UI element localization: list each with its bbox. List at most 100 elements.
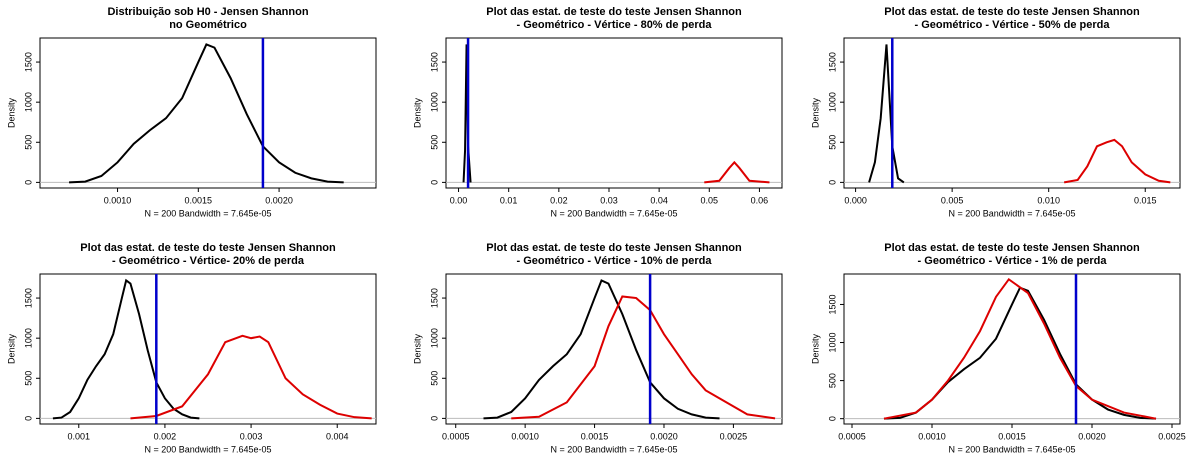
x-tick-label: 0.04 xyxy=(650,195,668,205)
y-tick-label: 0 xyxy=(23,180,33,185)
panel: Plot das estat. de teste do teste Jensen… xyxy=(810,242,1185,454)
y-tick-label: 1500 xyxy=(429,52,439,72)
y-tick-label: 0 xyxy=(429,180,439,185)
density-curve xyxy=(1063,138,1171,184)
chart-title: - Geométrico - Vértice - 1% de perda xyxy=(918,255,1108,267)
x-tick-label: 0.05 xyxy=(701,195,719,205)
plot-box xyxy=(445,273,783,425)
density-curve xyxy=(52,278,200,420)
y-tick-label: 0 xyxy=(827,180,837,185)
x-tick-label: 0.0020 xyxy=(265,195,293,205)
y-tick-label: 500 xyxy=(429,135,439,150)
chart-title: no Geométrico xyxy=(169,19,247,31)
y-tick-label: 500 xyxy=(23,371,33,386)
panel: Plot das estat. de teste do teste Jensen… xyxy=(412,242,783,454)
chart-title: Plot das estat. de teste do teste Jensen… xyxy=(486,6,742,18)
x-tick-label: 0.0015 xyxy=(185,195,213,205)
x-tick-label: 0.004 xyxy=(326,431,349,441)
x-tick-label: 0.0005 xyxy=(442,431,470,441)
y-tick-label: 0 xyxy=(827,416,837,421)
plot-box xyxy=(843,37,1181,189)
plot-box xyxy=(39,37,377,189)
x-tick-label: 0.03 xyxy=(600,195,618,205)
chart-title: Plot das estat. de teste do teste Jensen… xyxy=(884,242,1140,254)
y-tick-label: 1000 xyxy=(23,328,33,348)
density-curve xyxy=(483,279,720,420)
plot-box xyxy=(843,273,1181,425)
x-axis-label: N = 200 Bandwidth = 7.645e-05 xyxy=(144,444,271,454)
y-tick-label: 0 xyxy=(429,416,439,421)
chart-title: - Geométrico - Vértice - 80% de perda xyxy=(516,19,712,31)
y-axis-label: Density xyxy=(6,333,16,364)
density-curve xyxy=(883,286,1157,420)
x-axis-label: N = 200 Bandwidth = 7.645e-05 xyxy=(550,208,677,218)
x-tick-label: 0.001 xyxy=(68,431,91,441)
panel: Plot das estat. de teste do teste Jensen… xyxy=(412,6,783,218)
x-axis-label: N = 200 Bandwidth = 7.645e-05 xyxy=(948,444,1075,454)
y-axis-label: Density xyxy=(412,97,422,128)
plot-box xyxy=(39,273,377,425)
panel: Plot das estat. de teste do teste Jensen… xyxy=(6,242,377,454)
density-curve xyxy=(883,277,1157,420)
x-tick-label: 0.002 xyxy=(154,431,177,441)
x-tick-label: 0.0020 xyxy=(650,431,678,441)
y-tick-label: 1500 xyxy=(23,52,33,72)
x-tick-label: 0.01 xyxy=(500,195,518,205)
x-tick-label: 0.02 xyxy=(550,195,568,205)
chart-title: - Geométrico - Vértice - 10% de perda xyxy=(516,255,712,267)
x-tick-label: 0.0010 xyxy=(918,431,946,441)
x-tick-label: 0.010 xyxy=(1037,195,1060,205)
y-tick-label: 500 xyxy=(827,135,837,150)
panel: Plot das estat. de teste do teste Jensen… xyxy=(810,6,1181,218)
x-tick-label: 0.015 xyxy=(1134,195,1157,205)
chart-title: Plot das estat. de teste do teste Jensen… xyxy=(80,242,336,254)
y-axis-label: Density xyxy=(412,333,422,364)
chart-title: Plot das estat. de teste do teste Jensen… xyxy=(486,242,742,254)
x-tick-label: 0.06 xyxy=(751,195,769,205)
x-tick-label: 0.0005 xyxy=(838,431,866,441)
y-tick-label: 1000 xyxy=(429,328,439,348)
chart-title: - Geométrico - Vértice - 50% de perda xyxy=(914,19,1110,31)
density-curve xyxy=(868,44,905,184)
y-tick-label: 1000 xyxy=(827,333,837,353)
y-tick-label: 1500 xyxy=(429,288,439,308)
density-curve xyxy=(511,295,776,420)
chart-title: Plot das estat. de teste do teste Jensen… xyxy=(884,6,1140,18)
x-tick-label: 0.0015 xyxy=(581,431,609,441)
chart-title: - Geométrico - Vértice- 20% de perda xyxy=(112,255,305,267)
y-axis-label: Density xyxy=(810,97,820,128)
y-axis-label: Density xyxy=(6,97,16,128)
plot-box xyxy=(445,37,783,189)
density-curve xyxy=(69,43,344,184)
density-curve xyxy=(130,334,372,420)
x-axis-label: N = 200 Bandwidth = 7.645e-05 xyxy=(550,444,677,454)
x-tick-label: 0.003 xyxy=(240,431,263,441)
x-tick-label: 0.000 xyxy=(844,195,867,205)
y-axis-label: Density xyxy=(810,333,820,364)
chart-title: Distribuição sob H0 - Jensen Shannon xyxy=(107,6,308,18)
x-tick-label: 0.0015 xyxy=(998,431,1026,441)
y-tick-label: 500 xyxy=(429,371,439,386)
x-tick-label: 0.00 xyxy=(450,195,468,205)
y-tick-label: 1000 xyxy=(23,92,33,112)
y-tick-label: 500 xyxy=(23,135,33,150)
density-curve xyxy=(704,160,770,184)
x-tick-label: 0.0010 xyxy=(104,195,132,205)
y-tick-label: 500 xyxy=(827,373,837,388)
x-tick-label: 0.0025 xyxy=(1158,431,1186,441)
x-tick-label: 0.0010 xyxy=(511,431,539,441)
y-tick-label: 1500 xyxy=(827,52,837,72)
x-axis-label: N = 200 Bandwidth = 7.645e-05 xyxy=(948,208,1075,218)
y-tick-label: 1000 xyxy=(827,92,837,112)
x-tick-label: 0.005 xyxy=(941,195,964,205)
y-tick-label: 1500 xyxy=(23,288,33,308)
x-tick-label: 0.0025 xyxy=(720,431,748,441)
y-tick-label: 1000 xyxy=(429,92,439,112)
x-tick-label: 0.0020 xyxy=(1078,431,1106,441)
y-tick-label: 1500 xyxy=(827,294,837,314)
x-axis-label: N = 200 Bandwidth = 7.645e-05 xyxy=(144,208,271,218)
y-tick-label: 0 xyxy=(23,416,33,421)
